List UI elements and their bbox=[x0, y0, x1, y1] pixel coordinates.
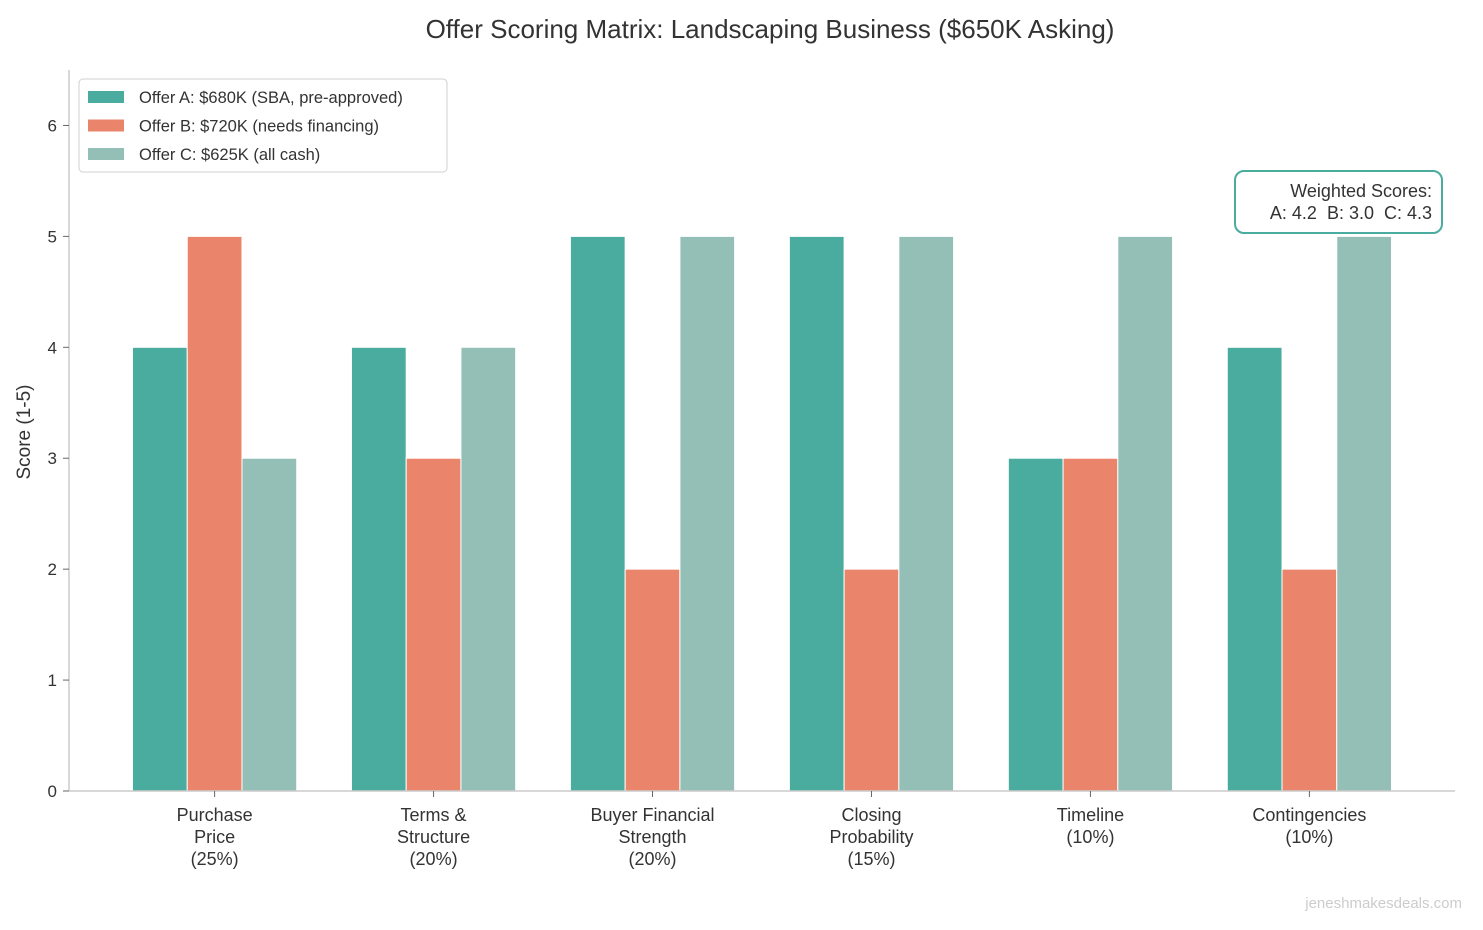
y-tick-label: 3 bbox=[48, 449, 57, 468]
y-tick-label: 0 bbox=[48, 782, 57, 801]
legend-label: Offer A: $680K (SBA, pre-approved) bbox=[139, 89, 403, 107]
legend-label: Offer B: $720K (needs financing) bbox=[139, 118, 379, 136]
x-tick-label: Terms & bbox=[401, 805, 467, 825]
legend-swatch bbox=[88, 119, 124, 132]
legend: Offer A: $680K (SBA, pre-approved) Offer … bbox=[78, 78, 448, 173]
bar-series-0-cat-0 bbox=[131, 346, 188, 792]
x-tick-label: (10%) bbox=[1285, 827, 1333, 847]
x-tick-label: Purchase bbox=[177, 805, 253, 825]
x-tick-label: Probability bbox=[829, 827, 913, 847]
bar-series-1-cat-1 bbox=[405, 457, 462, 792]
y-tick-label: 4 bbox=[48, 338, 57, 357]
bar-series-1-cat-2 bbox=[624, 568, 681, 792]
annotation-box bbox=[1234, 170, 1443, 234]
x-tick-label: Closing bbox=[841, 805, 901, 825]
x-tick-label: Price bbox=[194, 827, 235, 847]
chart-title: Offer Scoring Matrix: Landscaping Busine… bbox=[426, 14, 1115, 44]
legend-label: Offer C: $625K (all cash) bbox=[139, 146, 320, 164]
y-tick-label: 6 bbox=[48, 116, 57, 135]
y-tick-label: 2 bbox=[48, 560, 57, 579]
weighted-scores-annotation: Weighted Scores: A: 4.2 B: 3.0 C: 4.3 bbox=[1234, 170, 1443, 234]
x-tick-label: Strength bbox=[618, 827, 686, 847]
bar-series-1-cat-0 bbox=[186, 235, 243, 792]
bar-series-0-cat-2 bbox=[569, 235, 626, 792]
legend-swatch bbox=[88, 148, 124, 160]
x-tick-label: (20%) bbox=[410, 849, 458, 869]
x-tick-label: Structure bbox=[397, 827, 470, 847]
bar-series-1-cat-5 bbox=[1281, 568, 1338, 792]
x-tick-label: (25%) bbox=[191, 849, 239, 869]
y-tick-label: 1 bbox=[48, 671, 57, 690]
y-tick-label: 5 bbox=[48, 227, 57, 246]
x-tick-label: (15%) bbox=[847, 849, 895, 869]
bar-series-2-cat-1 bbox=[460, 346, 517, 792]
bar-series-2-cat-2 bbox=[679, 235, 736, 792]
legend-swatch bbox=[88, 91, 124, 103]
bar-series-0-cat-3 bbox=[788, 235, 845, 792]
bar-series-0-cat-1 bbox=[350, 346, 407, 792]
y-axis-label: Score (1-5) bbox=[14, 384, 35, 479]
bar-series-0-cat-4 bbox=[1007, 457, 1064, 792]
bar-series-0-cat-5 bbox=[1226, 346, 1283, 792]
x-tick-label: (10%) bbox=[1066, 827, 1114, 847]
bar-series-2-cat-0 bbox=[241, 457, 298, 792]
bar-series-1-cat-4 bbox=[1062, 457, 1119, 792]
bar-series-2-cat-3 bbox=[898, 235, 955, 792]
annotation-line-2: A: 4.2 B: 3.0 C: 4.3 bbox=[1270, 203, 1432, 223]
bar-series-1-cat-3 bbox=[843, 568, 900, 792]
bar-series-2-cat-5 bbox=[1336, 235, 1393, 792]
x-tick-label: Buyer Financial bbox=[590, 805, 714, 825]
x-tick-label: (20%) bbox=[629, 849, 677, 869]
x-tick-label: Timeline bbox=[1057, 805, 1124, 825]
legend-box bbox=[78, 78, 448, 173]
watermark: jeneshmakesdeals.com bbox=[1304, 895, 1462, 912]
x-tick-label: Contingencies bbox=[1252, 805, 1366, 825]
annotation-line-1: Weighted Scores: bbox=[1290, 181, 1432, 201]
bar-series-2-cat-4 bbox=[1117, 235, 1174, 792]
